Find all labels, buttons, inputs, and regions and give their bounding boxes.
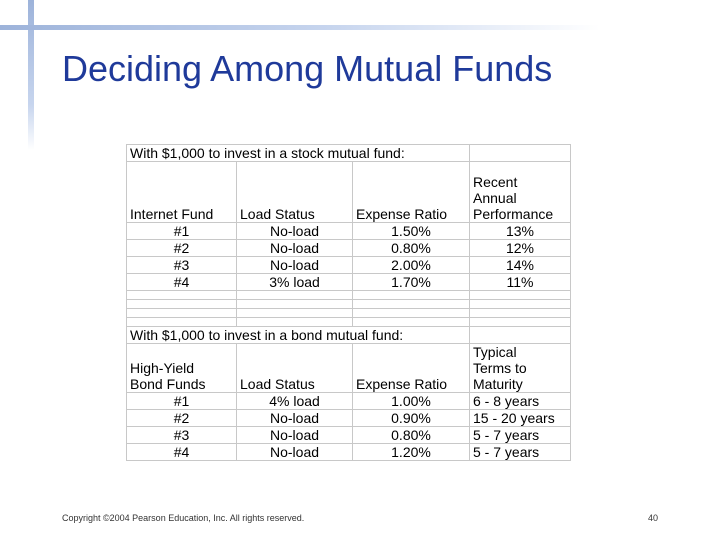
expense-ratio: 0.80% [352, 239, 470, 257]
table-row: #3 No-load 0.80% 5 - 7 years [126, 426, 571, 444]
empty-cell [469, 326, 571, 344]
expense-ratio: 1.00% [352, 392, 470, 410]
spacer-row [126, 308, 571, 318]
bond-heading: With $1,000 to invest in a bond mutual f… [126, 326, 470, 344]
terms-to-maturity: 6 - 8 years [469, 392, 571, 410]
expense-ratio: 0.90% [352, 409, 470, 427]
expense-ratio: 1.70% [352, 273, 470, 291]
annual-performance: 12% [469, 239, 571, 257]
bond-header-maturity-line: Typical [473, 344, 517, 361]
fund-number: #4 [126, 273, 237, 291]
bond-header-row: High-Yield Bond Funds Load Status Expens… [126, 343, 571, 393]
annual-performance: 13% [469, 222, 571, 240]
stock-header-performance-line: Recent [473, 174, 518, 190]
bond-header-fund-line: Bond Funds [130, 376, 206, 392]
bond-header-maturity-line: Maturity [473, 376, 523, 392]
decorative-vertical-bar [28, 0, 34, 150]
table-row: #2 No-load 0.80% 12% [126, 239, 571, 257]
stock-header-performance-line: Performance [473, 206, 554, 222]
bond-header-maturity-line: Terms to [473, 360, 527, 376]
fund-number: #2 [126, 239, 237, 257]
table-row: #4 No-load 1.20% 5 - 7 years [126, 443, 571, 461]
fund-number: #2 [126, 409, 237, 427]
stock-header-expense: Expense Ratio [352, 161, 470, 223]
terms-to-maturity: 5 - 7 years [469, 426, 571, 444]
load-status: No-load [236, 409, 353, 427]
stock-heading: With $1,000 to invest in a stock mutual … [126, 144, 470, 162]
bond-header-maturity: Typical Terms to Maturity [469, 343, 571, 393]
expense-ratio: 2.00% [352, 256, 470, 274]
stock-heading-row: With $1,000 to invest in a stock mutual … [126, 144, 571, 162]
expense-ratio: 0.80% [352, 426, 470, 444]
slide-title: Deciding Among Mutual Funds [62, 48, 553, 89]
fund-number: #1 [126, 222, 237, 240]
stock-header-performance-line: Annual [473, 190, 517, 206]
stock-header-performance: Recent Annual Performance [469, 161, 571, 223]
bond-header-load: Load Status [236, 343, 353, 393]
fund-number: #3 [126, 256, 237, 274]
stock-header-load: Load Status [236, 161, 353, 223]
terms-to-maturity: 5 - 7 years [469, 443, 571, 461]
expense-ratio: 1.50% [352, 222, 470, 240]
decorative-horizontal-bar [0, 25, 600, 30]
load-status: No-load [236, 443, 353, 461]
load-status: No-load [236, 222, 353, 240]
load-status: No-load [236, 239, 353, 257]
load-status: 4% load [236, 392, 353, 410]
spacer-row [126, 290, 571, 300]
table-row: #4 3% load 1.70% 11% [126, 273, 571, 291]
fund-number: #3 [126, 426, 237, 444]
load-status: No-load [236, 256, 353, 274]
bond-heading-row: With $1,000 to invest in a bond mutual f… [126, 326, 571, 344]
spacer-row [126, 299, 571, 309]
bond-header-expense: Expense Ratio [352, 343, 470, 393]
terms-to-maturity: 15 - 20 years [469, 409, 571, 427]
load-status: 3% load [236, 273, 353, 291]
annual-performance: 14% [469, 256, 571, 274]
expense-ratio: 1.20% [352, 443, 470, 461]
load-status: No-load [236, 426, 353, 444]
fund-number: #4 [126, 443, 237, 461]
copyright-footer: Copyright ©2004 Pearson Education, Inc. … [62, 513, 305, 523]
table-row: #3 No-load 2.00% 14% [126, 256, 571, 274]
stock-header-fund: Internet Fund [126, 161, 237, 223]
spacer-row [126, 317, 571, 327]
fund-number: #1 [126, 392, 237, 410]
page-number: 40 [648, 513, 659, 523]
table-row: #1 4% load 1.00% 6 - 8 years [126, 392, 571, 410]
table-row: #1 No-load 1.50% 13% [126, 222, 571, 240]
table-row: #2 No-load 0.90% 15 - 20 years [126, 409, 571, 427]
fund-comparison-table: With $1,000 to invest in a stock mutual … [126, 144, 571, 461]
bond-header-fund: High-Yield Bond Funds [126, 343, 237, 393]
stock-header-row: Internet Fund Load Status Expense Ratio … [126, 161, 571, 223]
annual-performance: 11% [469, 273, 571, 291]
bond-header-fund-line: High-Yield [130, 360, 195, 376]
empty-cell [469, 144, 571, 162]
